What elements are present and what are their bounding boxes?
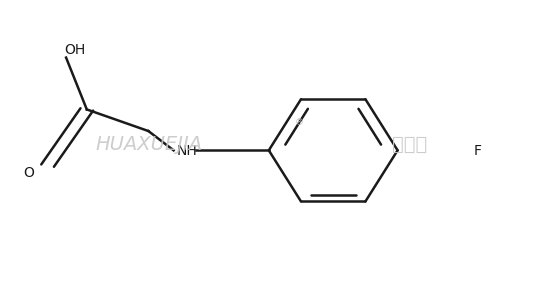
Text: OH: OH [64,43,86,57]
Text: NH: NH [176,144,197,158]
Text: HUAXUEJIA: HUAXUEJIA [95,134,202,154]
Text: ®: ® [295,118,304,127]
Text: O: O [24,166,34,180]
Text: F: F [473,144,481,158]
Text: 化学加: 化学加 [392,134,427,154]
